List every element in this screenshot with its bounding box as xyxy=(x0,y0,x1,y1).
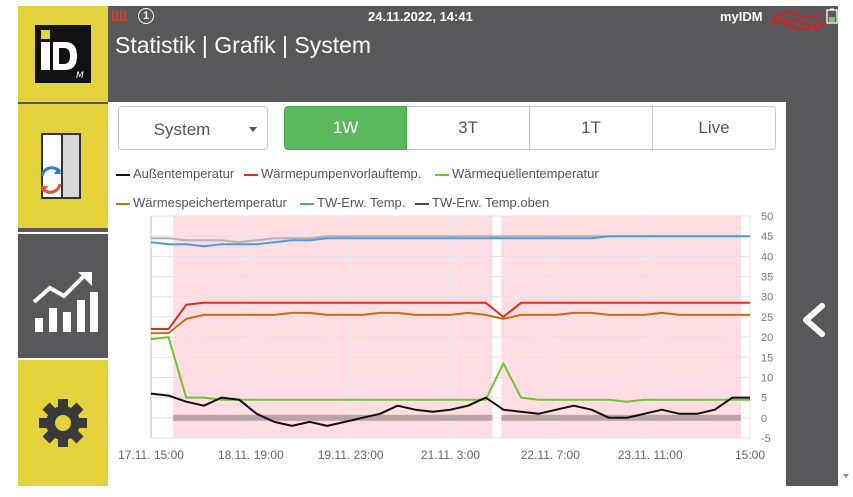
legend-swatch xyxy=(116,173,130,176)
x-tick-label: 18.11. 19:00 xyxy=(218,448,284,462)
series-line xyxy=(150,336,750,403)
y-tick-label: 30 xyxy=(761,292,773,304)
settings-tile[interactable] xyxy=(18,360,108,486)
x-tick-label: 23.11. 11:00 xyxy=(618,448,683,462)
legend-label: Wärmespeichertemperatur xyxy=(133,195,287,210)
system-exchange-tile[interactable] xyxy=(18,104,108,228)
datetime-display: 24.11.2022, 14:41 xyxy=(368,9,473,24)
series-line xyxy=(150,392,750,427)
x-tick-label: 22.11. 7:00 xyxy=(521,448,580,462)
legend-item-waermepumpenvorlauftemp[interactable]: Wärmepumpenvorlauftemp. xyxy=(244,166,421,181)
scroll-down-arrow[interactable] xyxy=(843,474,849,478)
battery-icon xyxy=(826,8,838,24)
legend-label: TW-Erw. Temp. xyxy=(317,195,406,210)
legend-swatch xyxy=(244,173,258,176)
shaded-region xyxy=(501,216,742,438)
tab-live[interactable]: Live xyxy=(653,106,776,150)
y-tick-label: 20 xyxy=(761,332,773,344)
top-bar: 1 24.11.2022, 14:41 myIDM Statistik | Gr… xyxy=(108,6,838,102)
chevron-left-icon[interactable] xyxy=(797,300,831,340)
y-tick-label: 15 xyxy=(761,352,773,364)
system-select[interactable]: System xyxy=(118,106,268,150)
idm-logo-tile[interactable]: M xyxy=(18,6,108,102)
gear-icon xyxy=(39,399,87,447)
y-tick-label: 25 xyxy=(761,312,773,324)
svg-text:M: M xyxy=(76,71,84,81)
y-tick-label: 0 xyxy=(761,413,767,425)
y-tick-label: 35 xyxy=(761,272,773,284)
legend-swatch xyxy=(300,202,314,205)
notification-badge[interactable]: 1 xyxy=(138,8,154,24)
y-tick-label: 40 xyxy=(761,251,773,263)
legend-item-tw-erw-temp-oben[interactable]: TW-Erw. Temp.oben xyxy=(415,195,549,210)
legend-item-tw-erw-temp[interactable]: TW-Erw. Temp. xyxy=(300,195,405,210)
x-tick-label: 21.11. 3:00 xyxy=(421,448,480,462)
statistics-tile[interactable] xyxy=(18,232,108,360)
legend-label: Außentemperatur xyxy=(133,166,235,181)
legend-swatch xyxy=(415,202,429,205)
legend-swatch xyxy=(116,202,130,205)
y-tick-label: 5 xyxy=(761,393,767,405)
series-line xyxy=(151,311,750,335)
y-tick-label: 50 xyxy=(761,212,773,223)
chevron-down-icon xyxy=(249,127,257,132)
x-tick-label: 15:00 xyxy=(735,448,765,462)
x-tick-label: 19.11. 23:00 xyxy=(318,448,384,462)
y-tick-label: 45 xyxy=(761,231,773,243)
tab-1t[interactable]: 1T xyxy=(530,106,653,150)
runtime-bar xyxy=(173,414,493,421)
tab-1w[interactable]: 1W xyxy=(284,106,407,150)
legend-item-waermequellentemperatur[interactable]: Wärmequellentemperatur xyxy=(435,166,599,181)
myidm-brand: myIDM xyxy=(720,9,763,24)
x-tick-label: 17.11. 15:00 xyxy=(118,448,184,462)
heater-icon xyxy=(112,10,128,21)
shaded-region xyxy=(173,216,493,438)
system-select-value: System xyxy=(153,120,211,139)
legend-item-waermespeichertemperatur[interactable]: Wärmespeichertemperatur xyxy=(116,195,287,210)
series-line xyxy=(151,301,750,330)
y-tick-label: -5 xyxy=(761,433,771,445)
chart-icon xyxy=(32,272,98,332)
tab-3t[interactable]: 3T xyxy=(407,106,530,150)
series-line xyxy=(150,235,750,248)
legend-label: TW-Erw. Temp.oben xyxy=(432,195,550,210)
legend-swatch xyxy=(435,173,449,176)
redaction-scribble xyxy=(769,11,827,30)
page-title: Statistik | Grafik | System xyxy=(115,32,372,58)
exchange-icon xyxy=(40,133,81,199)
idm-logo-icon: M xyxy=(35,25,91,83)
legend-item-aussentemperatur[interactable]: Außentemperatur xyxy=(116,166,234,181)
y-tick-label: 10 xyxy=(761,372,773,384)
chart-panel: System 1W 3T 1T Live Außentemperatur Wär… xyxy=(108,102,786,486)
legend-label: Wärmequellentemperatur xyxy=(452,166,599,181)
legend-label: Wärmepumpenvorlauftemp. xyxy=(261,166,422,181)
